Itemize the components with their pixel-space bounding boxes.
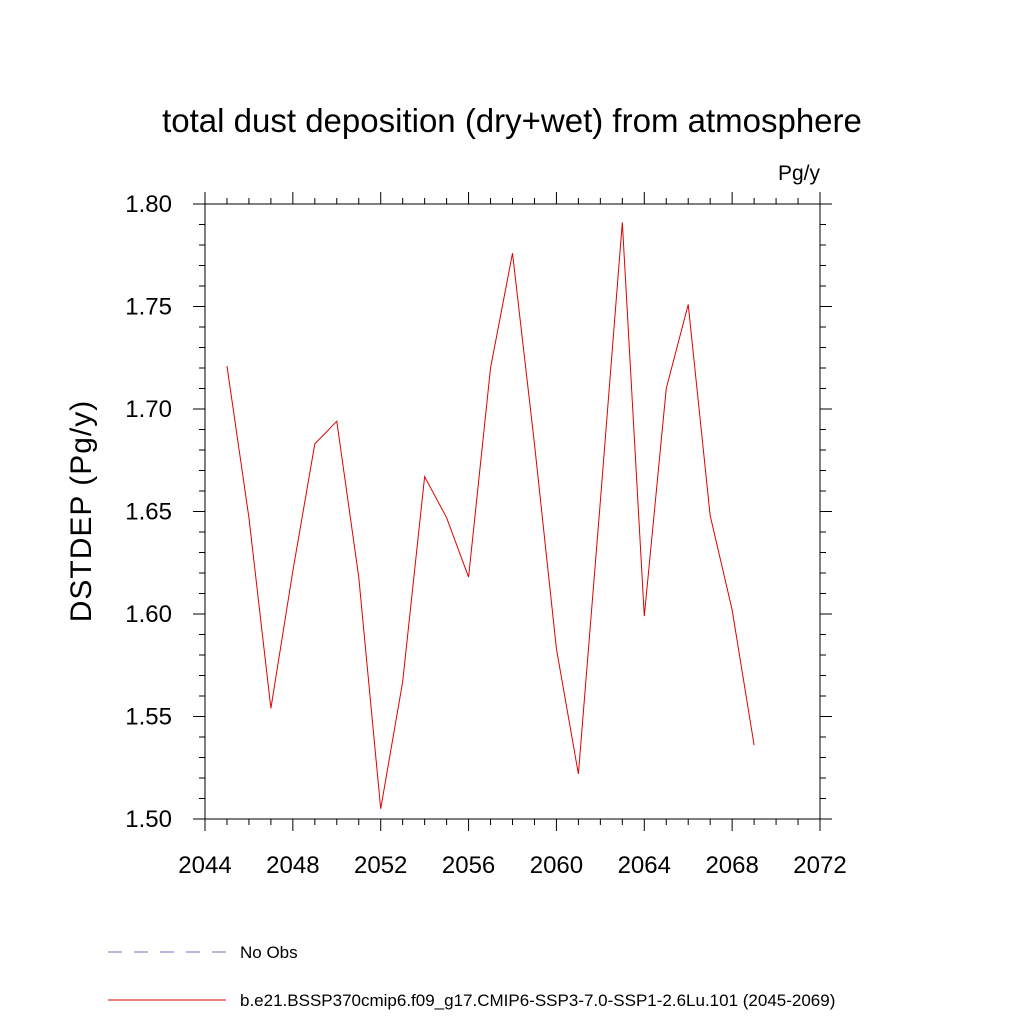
x-tick-label: 2056 [442, 852, 495, 879]
ticks-layer [193, 192, 832, 831]
y-tick-label: 1.55 [125, 704, 172, 731]
x-tick-label: 2072 [793, 852, 846, 879]
legend-label: No Obs [240, 943, 298, 962]
x-tick-label: 2048 [266, 852, 319, 879]
chart-units: Pg/y [778, 162, 821, 185]
legend: No Obs b.e21.BSSP370cmip6.f09_g17.CMIP6-S… [108, 943, 835, 1010]
x-tick-label: 2060 [530, 852, 583, 879]
y-tick-label: 1.65 [125, 499, 172, 526]
x-tick-label: 2068 [705, 852, 758, 879]
plot-frame [204, 203, 821, 820]
y-tick-label: 1.75 [125, 294, 172, 321]
series-line-0 [226, 222, 755, 809]
y-axis-label: DSTDEP (Pg/y) [65, 400, 98, 623]
y-tick-label: 1.50 [125, 806, 172, 833]
tick-labels-layer: 2044 2048 2052 2056 2060 2064 2068 2072 1.50 1.55… [125, 191, 846, 879]
x-tick-label: 2044 [178, 852, 231, 879]
y-tick-label: 1.70 [125, 396, 172, 423]
chart-title: total dust deposition (dry+wet) from atm… [162, 102, 862, 139]
y-tick-label: 1.80 [125, 191, 172, 218]
legend-label: b.e21.BSSP370cmip6.f09_g17.CMIP6-SSP3-7.… [240, 991, 835, 1010]
y-tick-label: 1.60 [125, 601, 172, 628]
x-tick-label: 2064 [618, 852, 671, 879]
series-layer [226, 222, 755, 809]
x-tick-label: 2052 [354, 852, 407, 879]
